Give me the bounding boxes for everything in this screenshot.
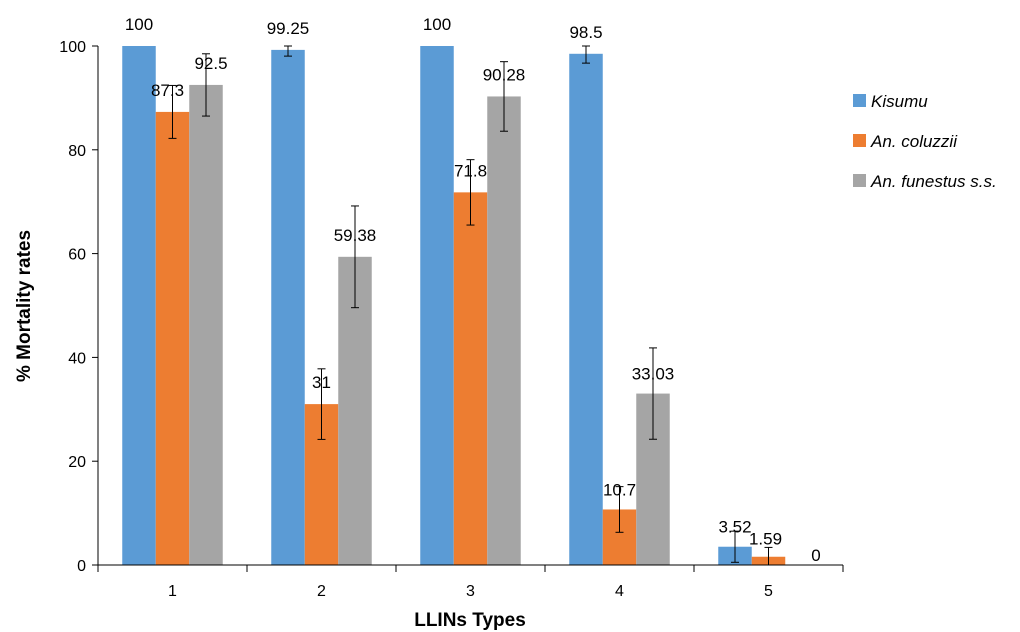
data-label-1-5: 3.52 (718, 518, 751, 537)
bar-2-3 (453, 192, 488, 565)
data-label-1-3: 100 (423, 15, 451, 34)
data-label-1-4: 98.5 (569, 23, 602, 42)
data-label-1-1: 100 (125, 15, 153, 34)
legend-swatch-1 (853, 94, 866, 107)
data-label-2-4: 10.7 (603, 480, 636, 499)
x-tick-label-1: 1 (168, 583, 177, 600)
data-label-2-2: 31 (312, 373, 331, 392)
x-axis-title: LLINs Types (414, 610, 526, 631)
bar-3-2 (338, 256, 372, 565)
legend-swatch-2 (853, 134, 866, 147)
bar-3-3 (487, 96, 521, 565)
y-tick-label-20: 20 (68, 454, 86, 471)
y-tick-label-40: 40 (68, 350, 86, 367)
y-tick-label-100: 100 (59, 39, 86, 56)
data-label-3-3: 90.28 (483, 65, 526, 84)
y-axis-title: % Mortality rates (14, 230, 35, 382)
axes-layer: 0 20 40 60 80 100 1 2 3 4 5 (59, 39, 844, 600)
bar-2-1 (155, 111, 190, 566)
bar-3-1 (189, 84, 223, 566)
bar-1-2 (271, 49, 305, 565)
legend-label-1: Kisumu (871, 92, 928, 111)
data-label-3-4: 33.03 (632, 365, 675, 384)
bars-layer (122, 46, 786, 566)
data-label-2-3: 71.8 (454, 161, 487, 180)
data-label-2-1: 87.3 (151, 81, 184, 100)
legend-label-2: An. coluzzii (870, 132, 958, 151)
x-tick-label-4: 4 (615, 583, 624, 600)
data-label-3-2: 59.38 (334, 226, 377, 245)
y-tick-label-80: 80 (68, 143, 86, 160)
bar-1-3 (420, 46, 454, 565)
x-tick-label-2: 2 (317, 583, 326, 600)
legend-label-3: An. funestus s.s. (870, 172, 997, 191)
data-label-1-2: 99.25 (267, 19, 310, 38)
data-label-3-1: 92.5 (194, 54, 227, 73)
legend-swatch-3 (853, 174, 866, 187)
data-label-3-5: 0 (811, 546, 820, 565)
y-tick-label-60: 60 (68, 247, 86, 264)
bar-1-1 (122, 46, 156, 565)
bar-1-4 (569, 53, 603, 565)
data-labels-layer: 100 99.25 100 98.5 3.52 87.3 31 71.8 10.7 1.59 92.… (125, 15, 821, 565)
legend: Kisumu An. coluzzii An. funestus s.s. (853, 92, 997, 191)
x-tick-label-5: 5 (764, 583, 773, 600)
y-tick-label-0: 0 (77, 558, 86, 575)
data-label-2-5: 1.59 (749, 530, 782, 549)
x-tick-label-3: 3 (466, 583, 475, 600)
